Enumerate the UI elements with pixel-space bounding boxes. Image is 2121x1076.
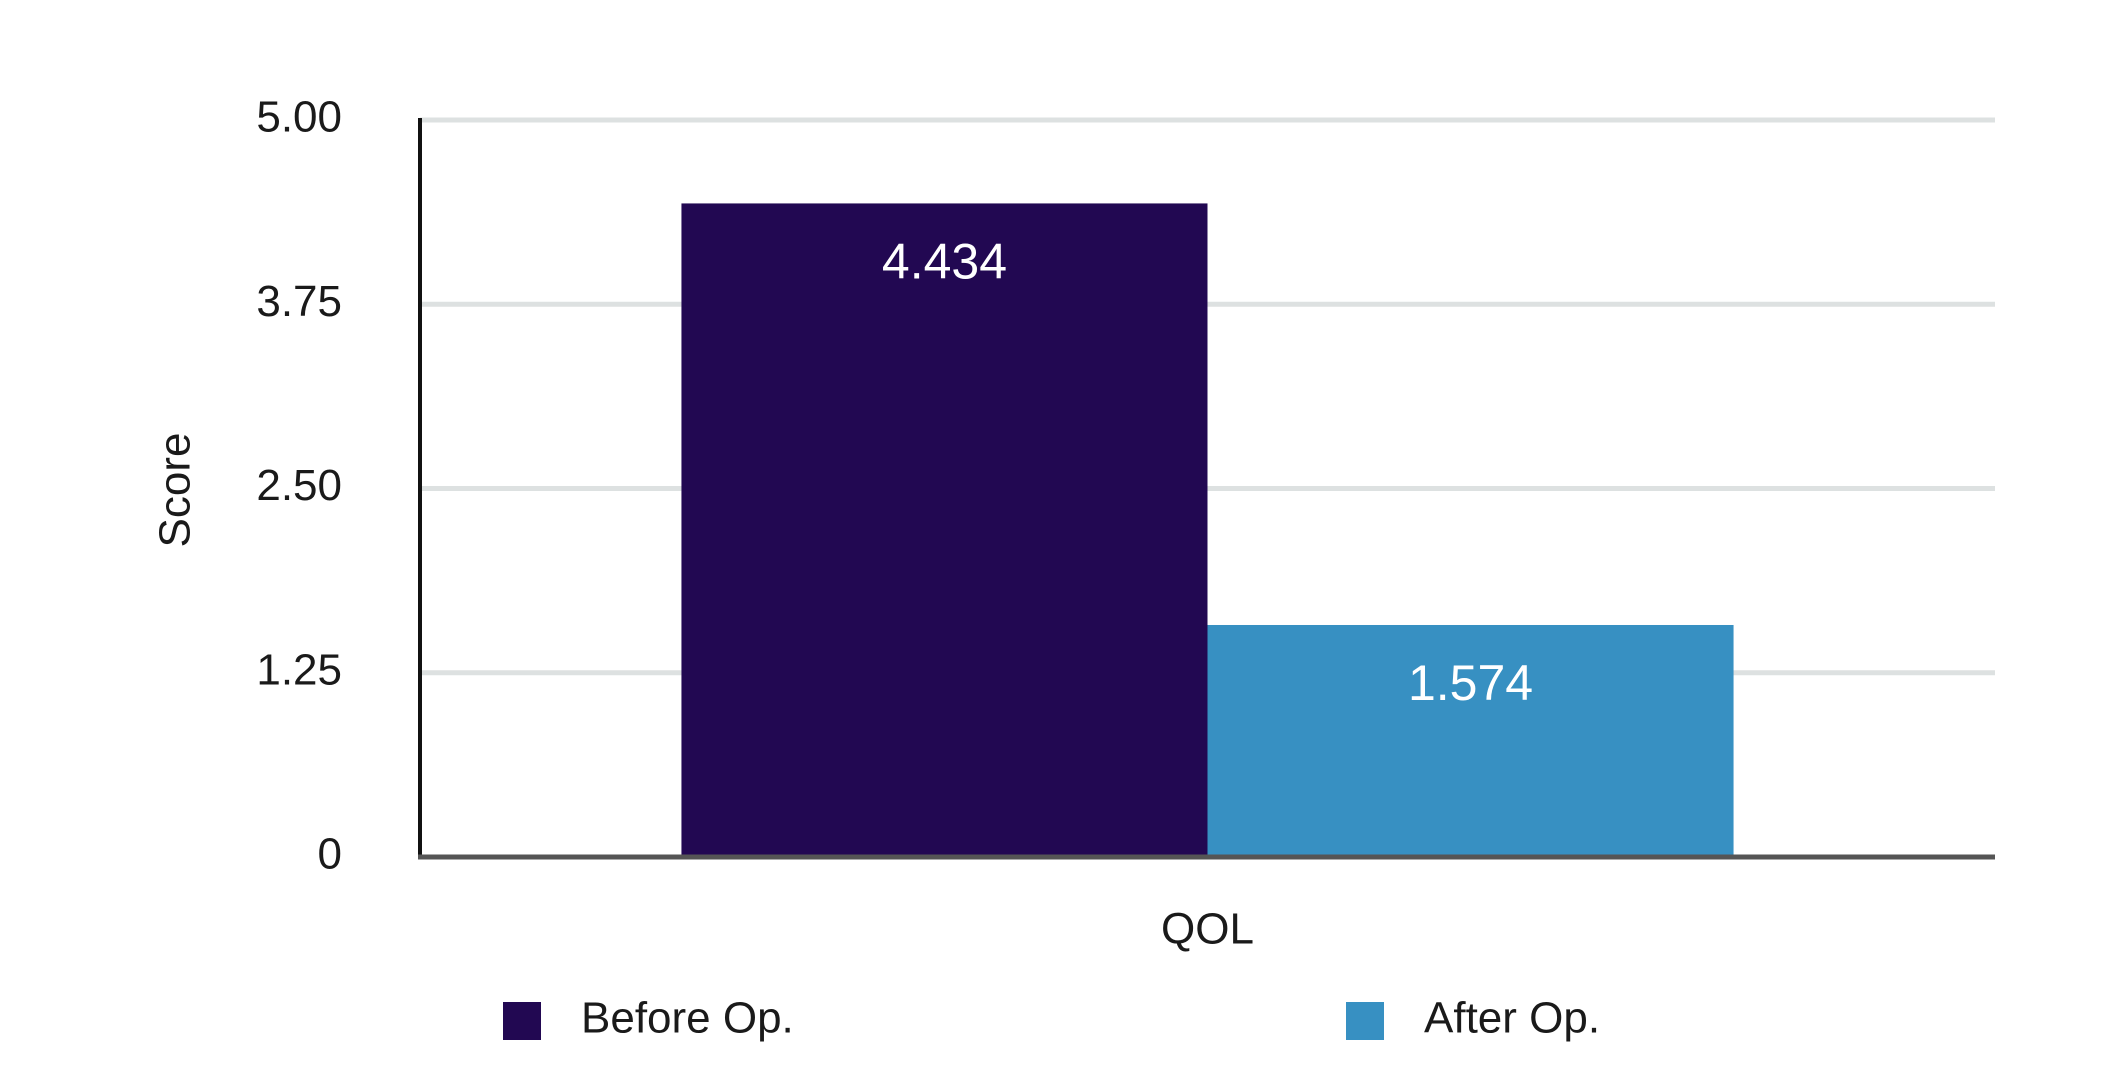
y-tick-label: 0: [318, 830, 342, 879]
bar: [1207, 624, 1734, 857]
y-axis-title: Score: [151, 433, 200, 548]
y-tick-label: 3.75: [256, 277, 342, 326]
legend-swatch: [503, 1002, 541, 1040]
y-tick-label: 1.25: [256, 645, 342, 694]
y-tick-label: 5.00: [256, 93, 342, 142]
legend-label: Before Op.: [581, 994, 794, 1043]
labels: 0 1.25 2.50 3.75 5.00 QOL 4.434 1.574 Before Op.…: [256, 93, 1600, 1043]
bar: [681, 203, 1208, 857]
legend-label: After Op.: [1424, 994, 1600, 1043]
value-label: 1.574: [1408, 655, 1533, 711]
value-label: 4.434: [882, 234, 1007, 290]
x-tick-label: QOL: [1161, 905, 1254, 954]
y-tick-label: 2.50: [256, 461, 342, 510]
legend-swatch: [1346, 1002, 1384, 1040]
bars: [681, 203, 1734, 857]
